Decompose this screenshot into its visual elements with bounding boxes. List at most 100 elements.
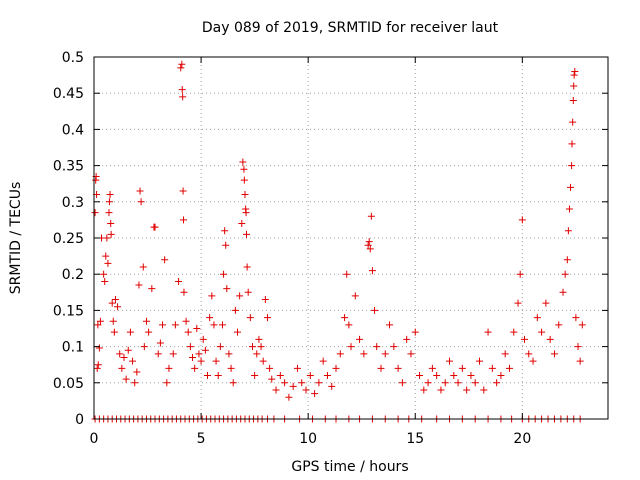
data-point [377,364,385,372]
data-point [239,158,247,166]
data-point [178,60,186,68]
data-point [206,314,214,322]
data-point [96,317,104,325]
x-tick-label: 15 [406,431,424,447]
data-point [106,191,114,199]
data-point [227,364,235,372]
x-tick-label: 5 [197,431,206,447]
data-point [129,357,137,365]
data-point [95,344,103,352]
data-point [163,379,171,387]
data-point [520,335,528,343]
data-point [191,364,199,372]
x-axis-label: GPS time / hours [291,459,408,475]
data-point [221,227,229,235]
data-point [103,234,111,242]
data-point [371,306,379,314]
data-point [568,140,576,148]
data-point [243,263,251,271]
data-point [145,328,153,336]
data-point [407,350,415,358]
data-point [193,325,201,332]
data-point [120,353,128,361]
data-point [302,386,310,394]
data-point [135,281,143,289]
data-point [204,372,212,380]
data-point [546,335,554,343]
data-point [104,259,112,267]
y-tick-label: 0.15 [53,303,84,319]
data-point [365,238,373,246]
data-point [529,357,537,365]
data-point [93,364,101,372]
data-point [328,382,336,390]
data-point [263,314,271,322]
data-point [242,209,250,217]
data-point [238,220,246,228]
data-point [289,382,297,390]
data-point [542,299,550,307]
data-point [420,386,428,394]
gridlines [94,57,608,419]
x-axis-ticks: 0 5 10 15 20 [90,57,531,447]
data-point [195,350,203,358]
data-point [467,372,475,380]
data-point [236,292,244,300]
data-point [242,230,250,238]
data-point [351,292,359,300]
data-point [454,379,462,387]
data-point [567,183,575,191]
data-point [101,277,109,285]
data-point [576,357,584,365]
data-point [424,379,432,387]
data-point [159,321,167,329]
data-point [189,353,197,361]
data-point [398,379,406,387]
data-point [118,364,126,372]
data-point [151,223,159,231]
data-point [222,241,230,249]
y-axis-label: SRMTID / TECUs [8,182,24,295]
data-point [463,386,471,394]
data-point [570,71,578,79]
data-point [276,372,284,380]
data-point [450,372,458,380]
data-point [199,335,207,343]
data-point [248,343,256,351]
x-tick-label: 10 [299,431,317,447]
y-tick-label: 0.3 [62,195,84,211]
data-point [139,263,147,271]
data-point [229,379,237,387]
chart-title: Day 089 of 2019, SRMTID for receiver lau… [202,20,499,36]
data-point [497,372,505,380]
data-point [550,350,558,358]
x-tick-label: 20 [513,431,531,447]
data-point [208,292,216,300]
data-point [315,379,323,387]
data-point [323,372,331,380]
data-point [219,321,226,329]
data-point [514,299,522,307]
data-point [306,372,314,380]
data-point [428,364,436,372]
data-point [225,350,233,358]
data-point [116,350,124,358]
data-point [131,379,139,387]
data-point [471,379,479,387]
data-point [110,328,118,336]
data-point [345,321,353,329]
data-point [366,245,374,253]
data-point [390,343,398,351]
data-point [516,270,524,278]
data-point [272,386,280,394]
data-point [94,321,102,329]
data-point [293,364,301,372]
data-point [142,317,150,325]
data-point [180,288,188,296]
data-point [105,198,113,206]
data-point [171,321,179,329]
data-point [568,162,576,170]
data-point [94,361,102,369]
